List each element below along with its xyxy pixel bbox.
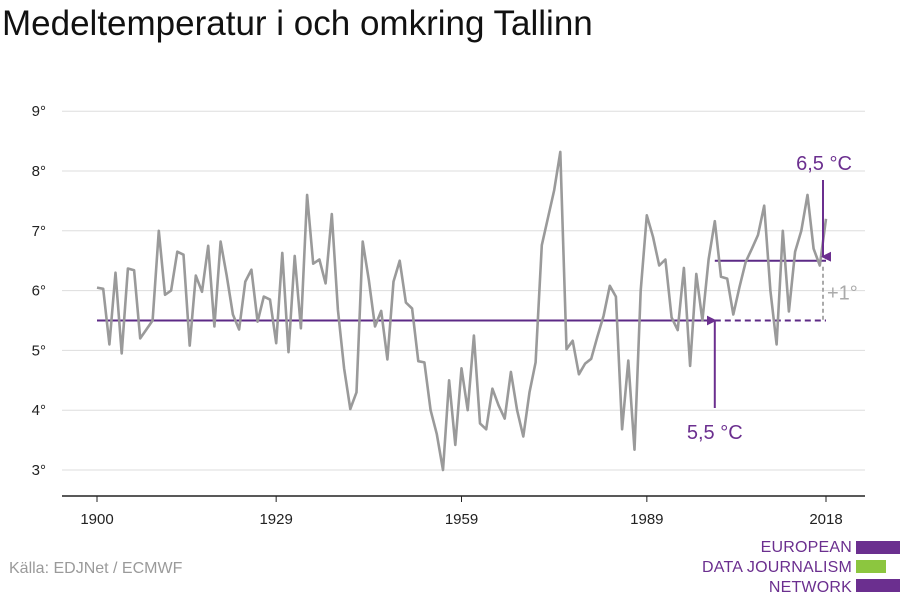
logo-bar-green <box>856 560 886 573</box>
logo-line-network: NETWORK <box>768 579 852 596</box>
y-tick-label: 3° <box>32 462 46 479</box>
temperature-series-line <box>96 150 828 472</box>
x-tick-label: 1989 <box>630 511 663 528</box>
annotation-5-5-label: 5,5 °C <box>687 422 743 444</box>
x-tick-label: 1929 <box>259 511 292 528</box>
series-group <box>96 150 828 472</box>
delta-label: +1° <box>827 283 858 305</box>
reference-lines <box>97 259 826 322</box>
y-tick-label: 7° <box>32 223 46 240</box>
grid-lines <box>62 110 865 471</box>
edjnet-logo: EUROPEAN DATA JOURNALISM NETWORK <box>700 536 900 596</box>
source-note: Källa: EDJNet / ECMWF <box>9 560 183 577</box>
y-tick-label: 5° <box>32 342 46 359</box>
x-tick-label: 2018 <box>809 511 842 528</box>
chart-title: Medeltemperatur i och omkring Tallinn <box>2 4 593 43</box>
logo-line-european: EUROPEAN <box>760 539 852 556</box>
y-tick-label: 8° <box>32 163 46 180</box>
logo-bar-purple-top <box>856 541 900 554</box>
logo-bar-purple-bottom <box>856 579 900 592</box>
annotation-6-5-label: 6,5 °C <box>796 153 852 175</box>
annotations: +1° 6,5 °C 5,5 °C <box>687 153 858 444</box>
x-tick-label: 1959 <box>445 511 478 528</box>
x-tick-label: 1900 <box>80 511 113 528</box>
x-axis: 1900 1929 1959 1989 2018 <box>62 495 865 528</box>
y-tick-label: 4° <box>32 402 46 419</box>
y-tick-label: 6° <box>32 283 46 300</box>
y-axis-ticks: 3° 4° 5° 6° 7° 8° 9° <box>32 103 46 479</box>
logo-line-data-journalism: DATA JOURNALISM <box>702 559 852 576</box>
y-tick-label: 9° <box>32 103 46 120</box>
